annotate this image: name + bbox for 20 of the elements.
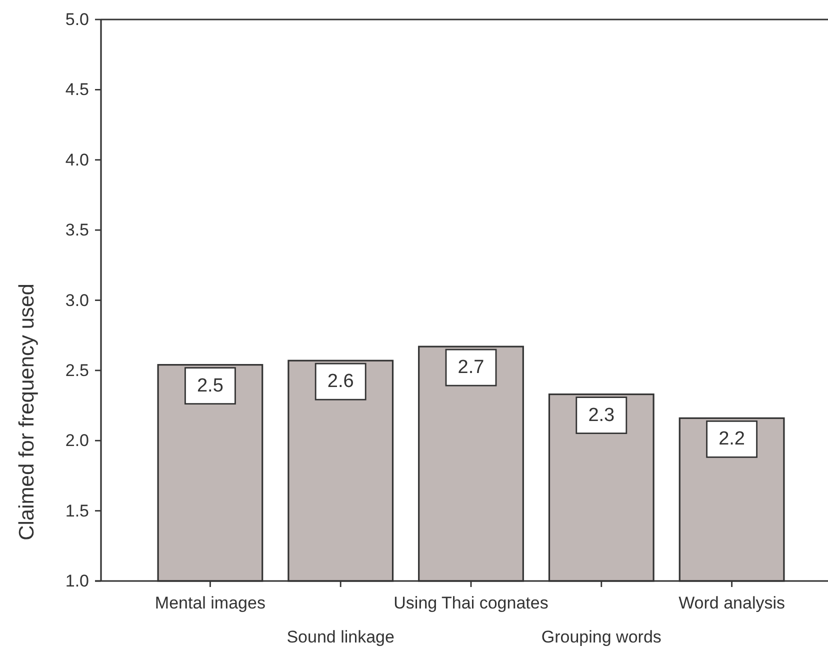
x-tick-label: Word analysis [678, 594, 786, 612]
y-tick-label: 3.0 [65, 290, 89, 310]
y-tick-label: 2.5 [65, 360, 89, 380]
x-tick-label: Using Thai cognates [394, 594, 548, 612]
data-label: 2.6 [327, 371, 354, 392]
x-tick-label: Grouping words [541, 628, 662, 646]
data-label: 2.7 [458, 357, 484, 378]
y-tick-label: 2.0 [65, 431, 89, 450]
y-tick-label: 1.5 [65, 501, 89, 520]
x-tick-label: Mental images [154, 594, 266, 612]
y-tick-label: 5.0 [65, 10, 89, 29]
data-label: 2.5 [196, 375, 224, 396]
y-tick-label: 3.5 [65, 220, 89, 240]
y-axis-title: Claimed for frequency used [16, 284, 38, 540]
data-label: 2.2 [718, 428, 746, 450]
y-tick-label: 4.0 [65, 150, 89, 170]
y-tick-label: 1.0 [65, 572, 89, 590]
data-label: 2.3 [588, 404, 615, 426]
x-tick-label: Sound linkage [286, 628, 394, 646]
y-tick-label: 4.5 [65, 80, 89, 100]
